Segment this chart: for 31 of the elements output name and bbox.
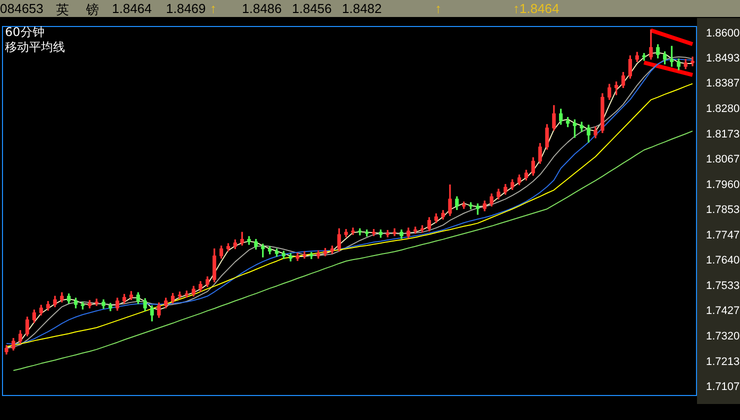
text: 移动平均线: [5, 39, 65, 56]
text: 1.8469: [166, 1, 206, 16]
y-tick-label: 1.7640: [706, 254, 740, 267]
text: 1.8464: [112, 1, 152, 16]
y-tick-label: 1.7427: [706, 305, 740, 318]
text: 镑: [86, 1, 99, 19]
y-tick-label: 1.8067: [706, 154, 740, 166]
y-tick-label: 1.8493: [706, 52, 740, 65]
y-tick-label: 1.8280: [706, 103, 740, 116]
y-tick-label: 1.7853: [706, 204, 740, 216]
text: 1.8486: [242, 1, 282, 16]
y-tick-label: 1.8173: [706, 128, 740, 140]
candlestick: [351, 228, 355, 235]
text: ↑: [435, 1, 442, 16]
text: ↑1.8464: [513, 1, 560, 16]
candlestick: [690, 56, 694, 66]
text: 084653: [0, 1, 44, 16]
text: 1.8482: [342, 1, 382, 16]
chart-title: 60分钟: [5, 24, 44, 41]
y-tick-label: 1.7107: [706, 380, 740, 393]
y-tick-label: 1.8600: [706, 27, 740, 40]
candlestick: [94, 298, 98, 306]
y-tick-label: 1.7960: [706, 178, 740, 191]
y-tick-label: 1.7320: [706, 330, 740, 342]
y-tick-label: 1.7213: [706, 356, 740, 368]
y-tick-label: 1.7533: [706, 280, 740, 292]
y-tick-label: 1.8387: [706, 78, 740, 90]
y-tick-label: 1.7747: [706, 229, 740, 242]
text: ↑: [210, 1, 216, 16]
text: 英: [56, 1, 69, 19]
text: 1.8456: [292, 1, 332, 16]
